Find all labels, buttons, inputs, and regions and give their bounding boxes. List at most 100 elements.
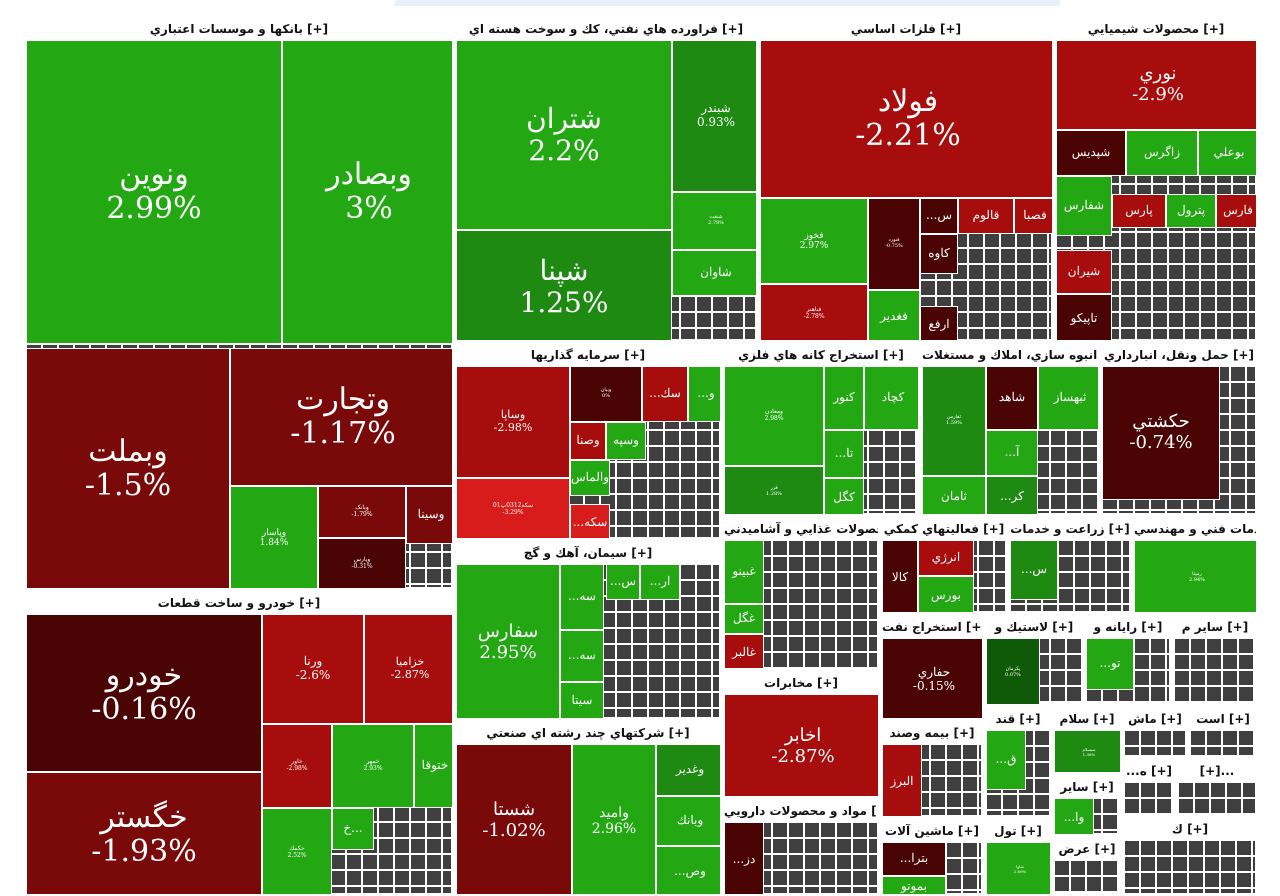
small-stock-tile[interactable] [1156,856,1172,872]
small-stock-tile[interactable] [1050,510,1066,514]
small-stock-tile[interactable] [680,708,696,718]
small-stock-tile[interactable] [1066,430,1082,446]
small-stock-tile[interactable] [1010,604,1026,612]
small-stock-tile[interactable] [984,232,1000,248]
small-stock-tile[interactable] [1058,604,1074,612]
small-stock-tile[interactable] [1118,876,1120,892]
small-stock-tile[interactable] [1000,312,1016,328]
small-stock-tile[interactable] [616,478,632,494]
small-stock-tile[interactable] [442,854,452,870]
stock-tile[interactable]: شيران [1056,250,1112,294]
sector-header[interactable]: تول [+] [986,820,1050,842]
small-stock-tile[interactable] [1066,510,1082,514]
small-stock-tile[interactable] [1090,572,1106,588]
small-stock-tile[interactable] [664,612,680,628]
small-stock-tile[interactable] [664,430,680,446]
stock-tile[interactable]: خمهر 2.93% [332,724,414,808]
stock-tile[interactable]: ...سه [560,564,604,630]
stock-tile[interactable]: ...ار [640,564,680,600]
stock-tile[interactable]: ...سه [560,630,604,682]
small-stock-tile[interactable] [1124,746,1140,756]
small-stock-tile[interactable] [410,552,426,568]
small-stock-tile[interactable] [442,838,452,854]
small-stock-tile[interactable] [1102,702,1118,704]
small-stock-tile[interactable] [1124,888,1140,894]
small-stock-tile[interactable] [1184,312,1200,328]
stock-tile[interactable]: شاوا 2.89% [986,842,1050,894]
small-stock-tile[interactable] [1220,872,1236,888]
small-stock-tile[interactable] [772,620,788,636]
stock-tile[interactable]: غالبر [724,634,764,668]
stock-tile[interactable]: وساپا -2.98% [456,366,570,478]
small-stock-tile[interactable] [1050,638,1066,654]
small-stock-tile[interactable] [362,854,378,870]
small-stock-tile[interactable] [1230,462,1246,478]
small-stock-tile[interactable] [1050,494,1066,510]
small-stock-tile[interactable] [788,870,804,886]
small-stock-tile[interactable] [1248,280,1256,296]
small-stock-tile[interactable] [648,430,664,446]
small-stock-tile[interactable] [1016,312,1032,328]
small-stock-tile[interactable] [1232,232,1248,248]
small-stock-tile[interactable] [1066,494,1082,510]
small-stock-tile[interactable] [1248,296,1256,312]
small-stock-tile[interactable] [1156,840,1172,856]
small-stock-tile[interactable] [852,604,868,620]
small-stock-tile[interactable] [1222,730,1238,746]
small-stock-tile[interactable] [1248,248,1256,264]
small-stock-tile[interactable] [616,644,632,660]
stock-tile[interactable]: ارفع [920,306,958,340]
small-stock-tile[interactable] [1000,248,1016,264]
stock-tile[interactable]: پارس [1112,194,1166,228]
small-stock-tile[interactable] [836,652,852,668]
small-stock-tile[interactable] [1118,860,1120,876]
sector-header[interactable]: عرض [+] [1054,838,1120,860]
stock-tile[interactable]: حفاري -0.15% [882,638,982,718]
small-stock-tile[interactable] [1120,232,1136,248]
small-stock-tile[interactable] [968,280,984,296]
small-stock-tile[interactable] [820,886,836,894]
stock-tile[interactable]: ورنا -2.6% [262,614,364,724]
small-stock-tile[interactable] [1000,280,1016,296]
stock-tile[interactable]: پكرمان 0.07% [986,638,1040,704]
small-stock-tile[interactable] [346,870,362,886]
small-stock-tile[interactable] [1232,280,1248,296]
small-stock-tile[interactable] [696,628,712,644]
stock-tile[interactable]: حكشتي -0.74% [1102,366,1220,500]
small-stock-tile[interactable] [712,692,720,708]
small-stock-tile[interactable] [1070,860,1086,876]
small-stock-tile[interactable] [1254,702,1256,704]
small-stock-tile[interactable] [426,552,442,568]
small-stock-tile[interactable] [884,510,900,514]
small-stock-tile[interactable] [1106,556,1122,572]
small-stock-tile[interactable] [1082,494,1098,510]
small-stock-tile[interactable] [1206,638,1222,654]
small-stock-tile[interactable] [1150,686,1166,702]
small-stock-tile[interactable] [1150,702,1166,704]
small-stock-tile[interactable] [852,588,868,604]
stock-tile[interactable]: سيسلام 1.36% [1054,730,1120,772]
sector-header[interactable]: سلام [+] [1054,708,1120,730]
small-stock-tile[interactable] [680,494,696,510]
stock-tile[interactable]: ...آ [986,430,1038,476]
small-stock-tile[interactable] [712,478,720,494]
small-stock-tile[interactable] [804,854,820,870]
small-stock-tile[interactable] [648,676,664,692]
stock-tile[interactable]: غگل [724,604,764,634]
small-stock-tile[interactable] [900,494,916,510]
small-stock-tile[interactable] [852,854,868,870]
small-stock-tile[interactable] [696,526,712,538]
small-stock-tile[interactable] [868,854,878,870]
small-stock-tile[interactable] [852,822,868,838]
small-stock-tile[interactable] [916,462,918,478]
small-stock-tile[interactable] [1120,280,1136,296]
small-stock-tile[interactable] [1246,462,1256,478]
small-stock-tile[interactable] [1136,232,1152,248]
small-stock-tile[interactable] [836,540,852,556]
stock-tile[interactable]: شنفت 2.78% [672,192,756,250]
small-stock-tile[interactable] [712,328,728,340]
small-stock-tile[interactable] [696,708,712,718]
small-stock-tile[interactable] [1140,872,1156,888]
small-stock-tile[interactable] [804,556,820,572]
small-stock-tile[interactable] [632,462,648,478]
